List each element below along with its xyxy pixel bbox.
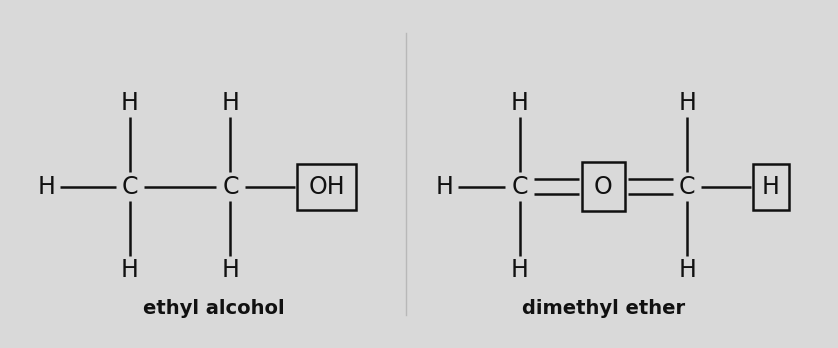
Text: OH: OH	[308, 175, 345, 199]
Text: H: H	[121, 258, 139, 282]
Bar	[582, 162, 625, 211]
Text: H: H	[510, 258, 529, 282]
Text: C: C	[122, 175, 138, 199]
Text: H: H	[678, 258, 696, 282]
Text: H: H	[678, 91, 696, 115]
Text: H: H	[221, 91, 240, 115]
Text: C: C	[511, 175, 528, 199]
Text: C: C	[222, 175, 239, 199]
Text: C: C	[679, 175, 696, 199]
Text: H: H	[510, 91, 529, 115]
Text: H: H	[435, 175, 453, 199]
Text: ethyl alcohol: ethyl alcohol	[142, 299, 285, 318]
Bar	[297, 164, 356, 209]
Text: H: H	[37, 175, 55, 199]
Text: O: O	[594, 175, 613, 199]
Text: H: H	[762, 175, 780, 199]
Text: dimethyl ether: dimethyl ether	[522, 299, 685, 318]
Bar	[753, 164, 789, 209]
Text: H: H	[221, 258, 240, 282]
Text: H: H	[121, 91, 139, 115]
